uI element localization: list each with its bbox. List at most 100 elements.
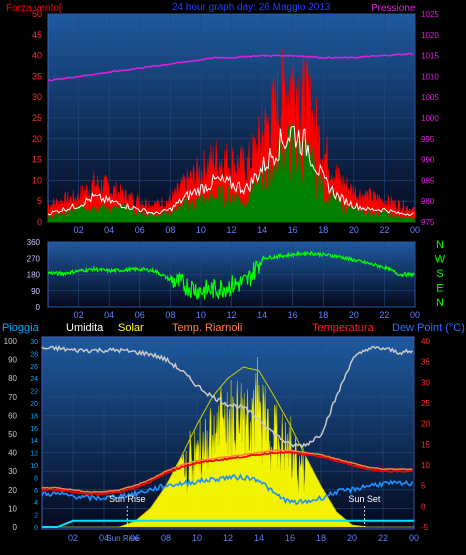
x-tick-label: 08: [165, 225, 175, 235]
direction-series: [47, 250, 415, 300]
humidity-line: [41, 345, 414, 449]
temperature-tick-label: -5: [421, 523, 429, 532]
pressure-line: [47, 52, 414, 82]
humidity-label: Umidita: [66, 322, 104, 334]
temperature-tick-label: 30: [421, 378, 430, 387]
x-tick-label: 00: [410, 310, 420, 320]
wind-label: Forza vento[: [6, 3, 62, 14]
x-tick-label: 18: [316, 533, 326, 543]
x-tick-label: 18: [318, 310, 328, 320]
wind-gust-area: [47, 48, 416, 223]
x-tick-label: 08: [161, 533, 171, 543]
pressure-tick-label: 1000: [421, 114, 439, 123]
wind-tick-label: 40: [32, 51, 42, 61]
pressure-tick-label: 1010: [421, 72, 439, 81]
temperature-axis: -5 0 5 10 15 20 25 30 35 40: [421, 337, 430, 532]
x-tick-label: 20: [347, 533, 357, 543]
rain-tick-label: 30: [30, 339, 38, 346]
humidity-tick-label: 80: [8, 374, 17, 383]
solar-envelope-line: [119, 366, 367, 528]
direction-axis-left: 0 90 180 270 360: [27, 238, 41, 312]
x-tick-label: 10: [192, 533, 202, 543]
x-tick-label: 14: [254, 533, 264, 543]
temp-rianoli-label: Temp. Riarnoli: [172, 322, 242, 334]
x-tick-label: 12: [226, 310, 236, 320]
temperature-line: [41, 451, 413, 496]
rain-tick-label: 24: [30, 376, 38, 383]
compass-label: E: [436, 283, 443, 295]
wind-tick-label: 35: [32, 71, 42, 81]
rain-tick-label: 14: [30, 438, 38, 445]
humidity-tick-label: 60: [8, 411, 17, 420]
rain-tick-label: 20: [30, 401, 38, 408]
pressure-axis-right: 975 980 985 990 995 1000 1005 1010 1015 1020 1025: [421, 10, 439, 227]
bottom-series: [41, 345, 414, 528]
humidity-tick-label: 50: [8, 430, 17, 439]
temperature-tick-label: 40: [421, 337, 430, 346]
humidity-tick-label: 20: [8, 486, 17, 495]
rain-tick-label: 10: [30, 463, 38, 470]
x-tick-label: 10: [196, 310, 206, 320]
rain-tick-label: 16: [30, 426, 38, 433]
x-tick-label: 02: [68, 533, 78, 543]
x-tick-label: 18: [318, 225, 328, 235]
chart-title: 24 hour graph day: 26 Maggio 2013: [172, 2, 331, 13]
rain-tick-label: 12: [30, 451, 38, 458]
sun-annotation-label: Sun Rise: [109, 494, 146, 504]
direction-tick-label: 90: [31, 287, 40, 296]
x-tick-label: 12: [223, 533, 233, 543]
x-tick-label: 02: [74, 310, 84, 320]
temperature-tick-label: 0: [421, 502, 426, 511]
rain-tick-label: 22: [30, 389, 38, 396]
x-tick-label: 00: [409, 533, 419, 543]
x-tick-label: 06: [135, 225, 145, 235]
bottom-axis-x: 02 04 06 08 10 12 14 16 18 20 22 00 Sun Rise: [68, 533, 419, 543]
x-tick-label: 04: [104, 225, 114, 235]
rain-tick-label: 18: [30, 413, 38, 420]
sun-annotation-label: Sun Set: [348, 494, 381, 504]
humidity-tick-label: 0: [13, 523, 18, 532]
x-tick-label: 06: [130, 533, 140, 543]
pressure-tick-label: 1020: [421, 31, 439, 40]
pressure-label: Pressione: [371, 3, 416, 14]
x-tick-label: 20: [349, 310, 359, 320]
temperature-tick-label: 20: [421, 420, 430, 429]
x-tick-label: 12: [226, 225, 236, 235]
wind-axis-x: 02 04 06 08 10 12 14 16 18 20 22 00: [74, 225, 420, 235]
compass-label: N: [436, 297, 444, 309]
rain-tick-label: 0: [34, 525, 38, 532]
rain-tick-label: 28: [30, 351, 38, 358]
x-tick-label: 10: [196, 225, 206, 235]
rain-tick-label: 8: [34, 475, 38, 482]
temperature-tick-label: 10: [421, 461, 430, 470]
x-tick-label: 04: [104, 310, 114, 320]
direction-tick-label: 360: [27, 238, 41, 247]
pressure-tick-label: 995: [421, 135, 435, 144]
x-tick-label: 06: [135, 310, 145, 320]
humidity-tick-label: 70: [8, 393, 17, 402]
humidity-tick-label: 30: [8, 467, 17, 476]
wind-axis-left: 0 5 10 15 20 25 30 35 40 45 50: [32, 9, 42, 227]
x-tick-label: 16: [288, 225, 298, 235]
pressure-tick-label: 1025: [421, 10, 439, 19]
compass-label: S: [436, 268, 443, 280]
pressure-tick-label: 990: [421, 156, 435, 165]
direction-grid: [48, 241, 416, 308]
rain-tick-label: 6: [34, 488, 38, 495]
x-tick-label: 14: [257, 225, 267, 235]
wind-series: [47, 48, 416, 223]
temperature-tick-label: 35: [421, 358, 430, 367]
compass-label: N: [436, 239, 444, 251]
wind-average-area: [47, 122, 416, 223]
pressure-tick-label: 1005: [421, 93, 439, 102]
x-tick-label: 14: [257, 310, 267, 320]
compass-label: W: [435, 254, 446, 266]
sun-annotations: Sun Rise Sun Set: [109, 494, 381, 527]
temperature-label: Temperatura: [312, 322, 375, 334]
dewpoint-label: Dew Point (°C): [392, 322, 465, 334]
temp-rianoli-line: [41, 449, 413, 493]
humidity-axis: 0 10 20 30 40 50 60 70 80 90 100: [4, 337, 18, 532]
temperature-tick-label: 5: [421, 482, 426, 491]
